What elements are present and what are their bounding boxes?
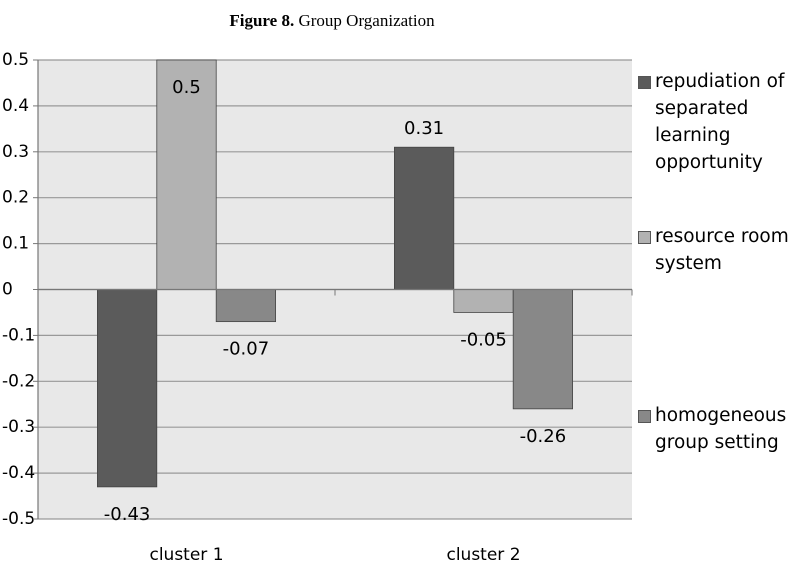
legend-label: repudiation of separated learning opport…	[655, 71, 785, 173]
y-tick-label: -0.4	[2, 463, 35, 483]
legend-entry: resource room system	[638, 223, 798, 277]
legend-label: homogeneous group setting	[655, 405, 787, 453]
x-tick-label: cluster 1	[149, 545, 223, 565]
bar	[97, 289, 158, 488]
y-tick-label: 0.1	[2, 234, 29, 254]
bar	[156, 59, 217, 290]
value-label: 0.5	[172, 77, 201, 98]
legend-entry: homogeneous group setting	[638, 402, 798, 456]
figure-label: Figure 8.	[229, 11, 294, 30]
chart-title: Figure 8. Group Organization	[229, 11, 435, 30]
legend-swatch	[638, 231, 651, 244]
bar	[512, 289, 574, 410]
y-tick-label: -0.2	[2, 371, 35, 391]
y-tick-label: -0.3	[2, 417, 35, 437]
y-tick-label: 0.3	[2, 142, 29, 162]
legend-entry: repudiation of separated learning opport…	[638, 68, 798, 176]
bar	[453, 289, 514, 313]
legend-swatch	[638, 76, 651, 89]
y-tick-label: 0.4	[2, 96, 29, 116]
bar	[393, 146, 455, 290]
value-label: -0.05	[460, 329, 507, 350]
y-tick-label: 0.5	[2, 50, 29, 70]
y-tick-label: -0.5	[2, 509, 35, 529]
value-label: 0.31	[404, 118, 444, 139]
y-tick-label: 0.2	[2, 188, 29, 208]
value-label: -0.43	[104, 504, 151, 525]
bar	[215, 289, 276, 323]
value-label: -0.26	[520, 426, 567, 447]
value-label: -0.07	[223, 339, 270, 360]
title-text: Group Organization	[298, 11, 435, 30]
x-tick-label: cluster 2	[446, 545, 520, 565]
legend-label: resource room system	[655, 226, 789, 274]
y-tick-label: -0.1	[2, 325, 35, 345]
legend-swatch	[638, 410, 651, 423]
y-tick-label: 0	[2, 280, 13, 300]
